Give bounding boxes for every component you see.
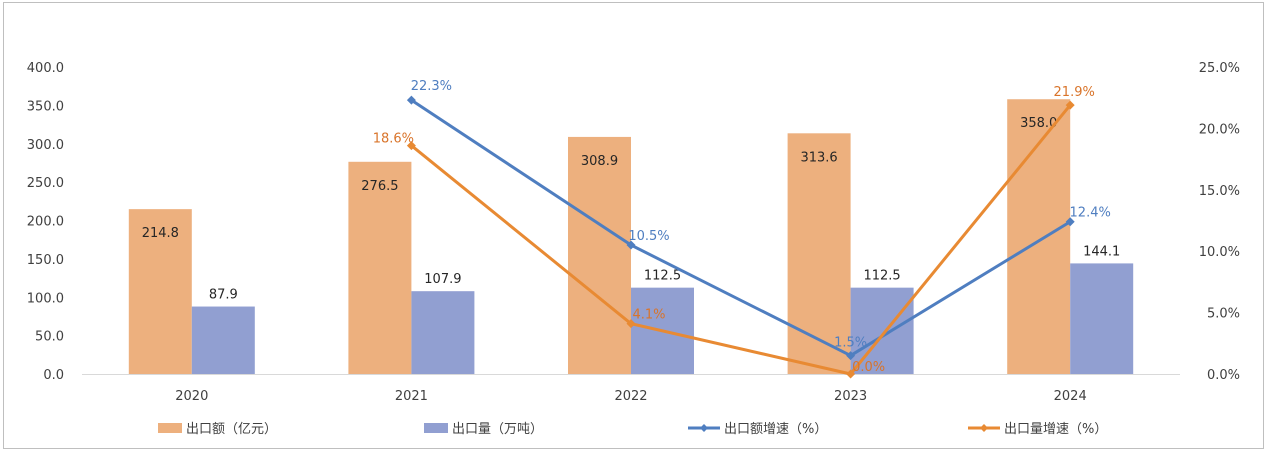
export-volume-data-label: 107.9 <box>424 272 461 287</box>
x-tick-label: 2023 <box>834 389 867 404</box>
y-left-tick-label: 350.0 <box>27 99 64 114</box>
export-value-growth-data-label: 22.3% <box>411 79 452 94</box>
bar-export-value <box>128 209 192 374</box>
x-tick-label: 2022 <box>614 389 647 404</box>
export-value-growth-marker <box>846 351 856 361</box>
y-right-tick-label: 10.0% <box>1199 245 1240 260</box>
export-value-data-label: 313.6 <box>800 150 837 165</box>
y-right-tick-label: 5.0% <box>1207 307 1240 322</box>
legend-export-volume-growth-marker <box>980 424 988 432</box>
y-left-tick-label: 100.0 <box>27 291 64 306</box>
y-left-tick-label: 0.0 <box>43 368 64 383</box>
export-volume-growth-marker <box>846 369 856 379</box>
export-volume-growth-data-label: 21.9% <box>1054 85 1095 100</box>
y-left-tick-label: 50.0 <box>35 330 64 345</box>
y-right-tick-label: 0.0% <box>1207 368 1240 383</box>
export-volume-growth-data-label: 0.0% <box>852 360 885 375</box>
export-value-data-label: 358.0 <box>1020 116 1057 131</box>
y-right-tick-label: 25.0% <box>1199 61 1240 76</box>
y-left-tick-label: 200.0 <box>27 215 64 230</box>
bar-export-value <box>348 161 412 374</box>
y-left-tick-label: 250.0 <box>27 176 64 191</box>
export-value-growth-data-label: 1.5% <box>834 336 867 351</box>
export-value-growth-marker <box>626 240 636 250</box>
legend-export-value-label: 出口额（亿元） <box>186 422 277 437</box>
legend-export-value-growth-marker <box>700 424 708 432</box>
legend-export-value-growth-label: 出口额增速（%） <box>724 422 827 437</box>
bar-export-volume <box>1070 263 1134 374</box>
y-left-tick-label: 400.0 <box>27 61 64 76</box>
export-value-data-label: 214.8 <box>142 226 179 241</box>
bar-export-value <box>1007 99 1071 375</box>
export-volume-data-label: 87.9 <box>209 288 238 303</box>
legend-export-volume-label: 出口量（万吨） <box>452 422 543 437</box>
y-left-tick-label: 150.0 <box>27 253 64 268</box>
export-volume-growth-marker <box>1065 100 1075 110</box>
bar-export-value <box>568 136 631 374</box>
legend-export-volume-swatch <box>424 423 448 433</box>
x-tick-label: 2021 <box>395 389 428 404</box>
export-value-growth-marker <box>1065 217 1075 227</box>
export-value-growth-marker <box>406 95 416 105</box>
export-value-growth-data-label: 12.4% <box>1070 206 1111 221</box>
export-volume-growth-marker <box>406 141 416 151</box>
export-volume-growth-data-label: 4.1% <box>632 308 665 323</box>
x-tick-label: 2024 <box>1054 389 1087 404</box>
export-value-data-label: 276.5 <box>361 179 398 194</box>
bar-export-volume <box>411 291 475 374</box>
export-volume-data-label: 112.5 <box>863 269 900 284</box>
export-volume-growth-line <box>410 104 1072 376</box>
export-volume-data-label: 112.5 <box>644 269 681 284</box>
x-tick-label: 2020 <box>175 389 208 404</box>
export-value-data-label: 308.9 <box>581 154 618 169</box>
export-value-growth-line <box>410 98 1071 358</box>
legend-export-value-swatch <box>158 423 182 433</box>
legend-export-volume-growth-label: 出口量增速（%） <box>1004 422 1107 437</box>
export-volume-growth-marker <box>626 319 636 329</box>
y-left-tick-label: 300.0 <box>27 138 64 153</box>
bar-export-volume <box>191 306 255 374</box>
bar-export-value <box>787 133 851 374</box>
export-volume-data-label: 144.1 <box>1083 244 1120 259</box>
y-right-tick-label: 20.0% <box>1199 122 1240 137</box>
export-volume-growth-data-label: 18.6% <box>373 132 414 147</box>
y-right-tick-label: 15.0% <box>1199 184 1240 199</box>
export-value-growth-data-label: 10.5% <box>628 229 669 244</box>
